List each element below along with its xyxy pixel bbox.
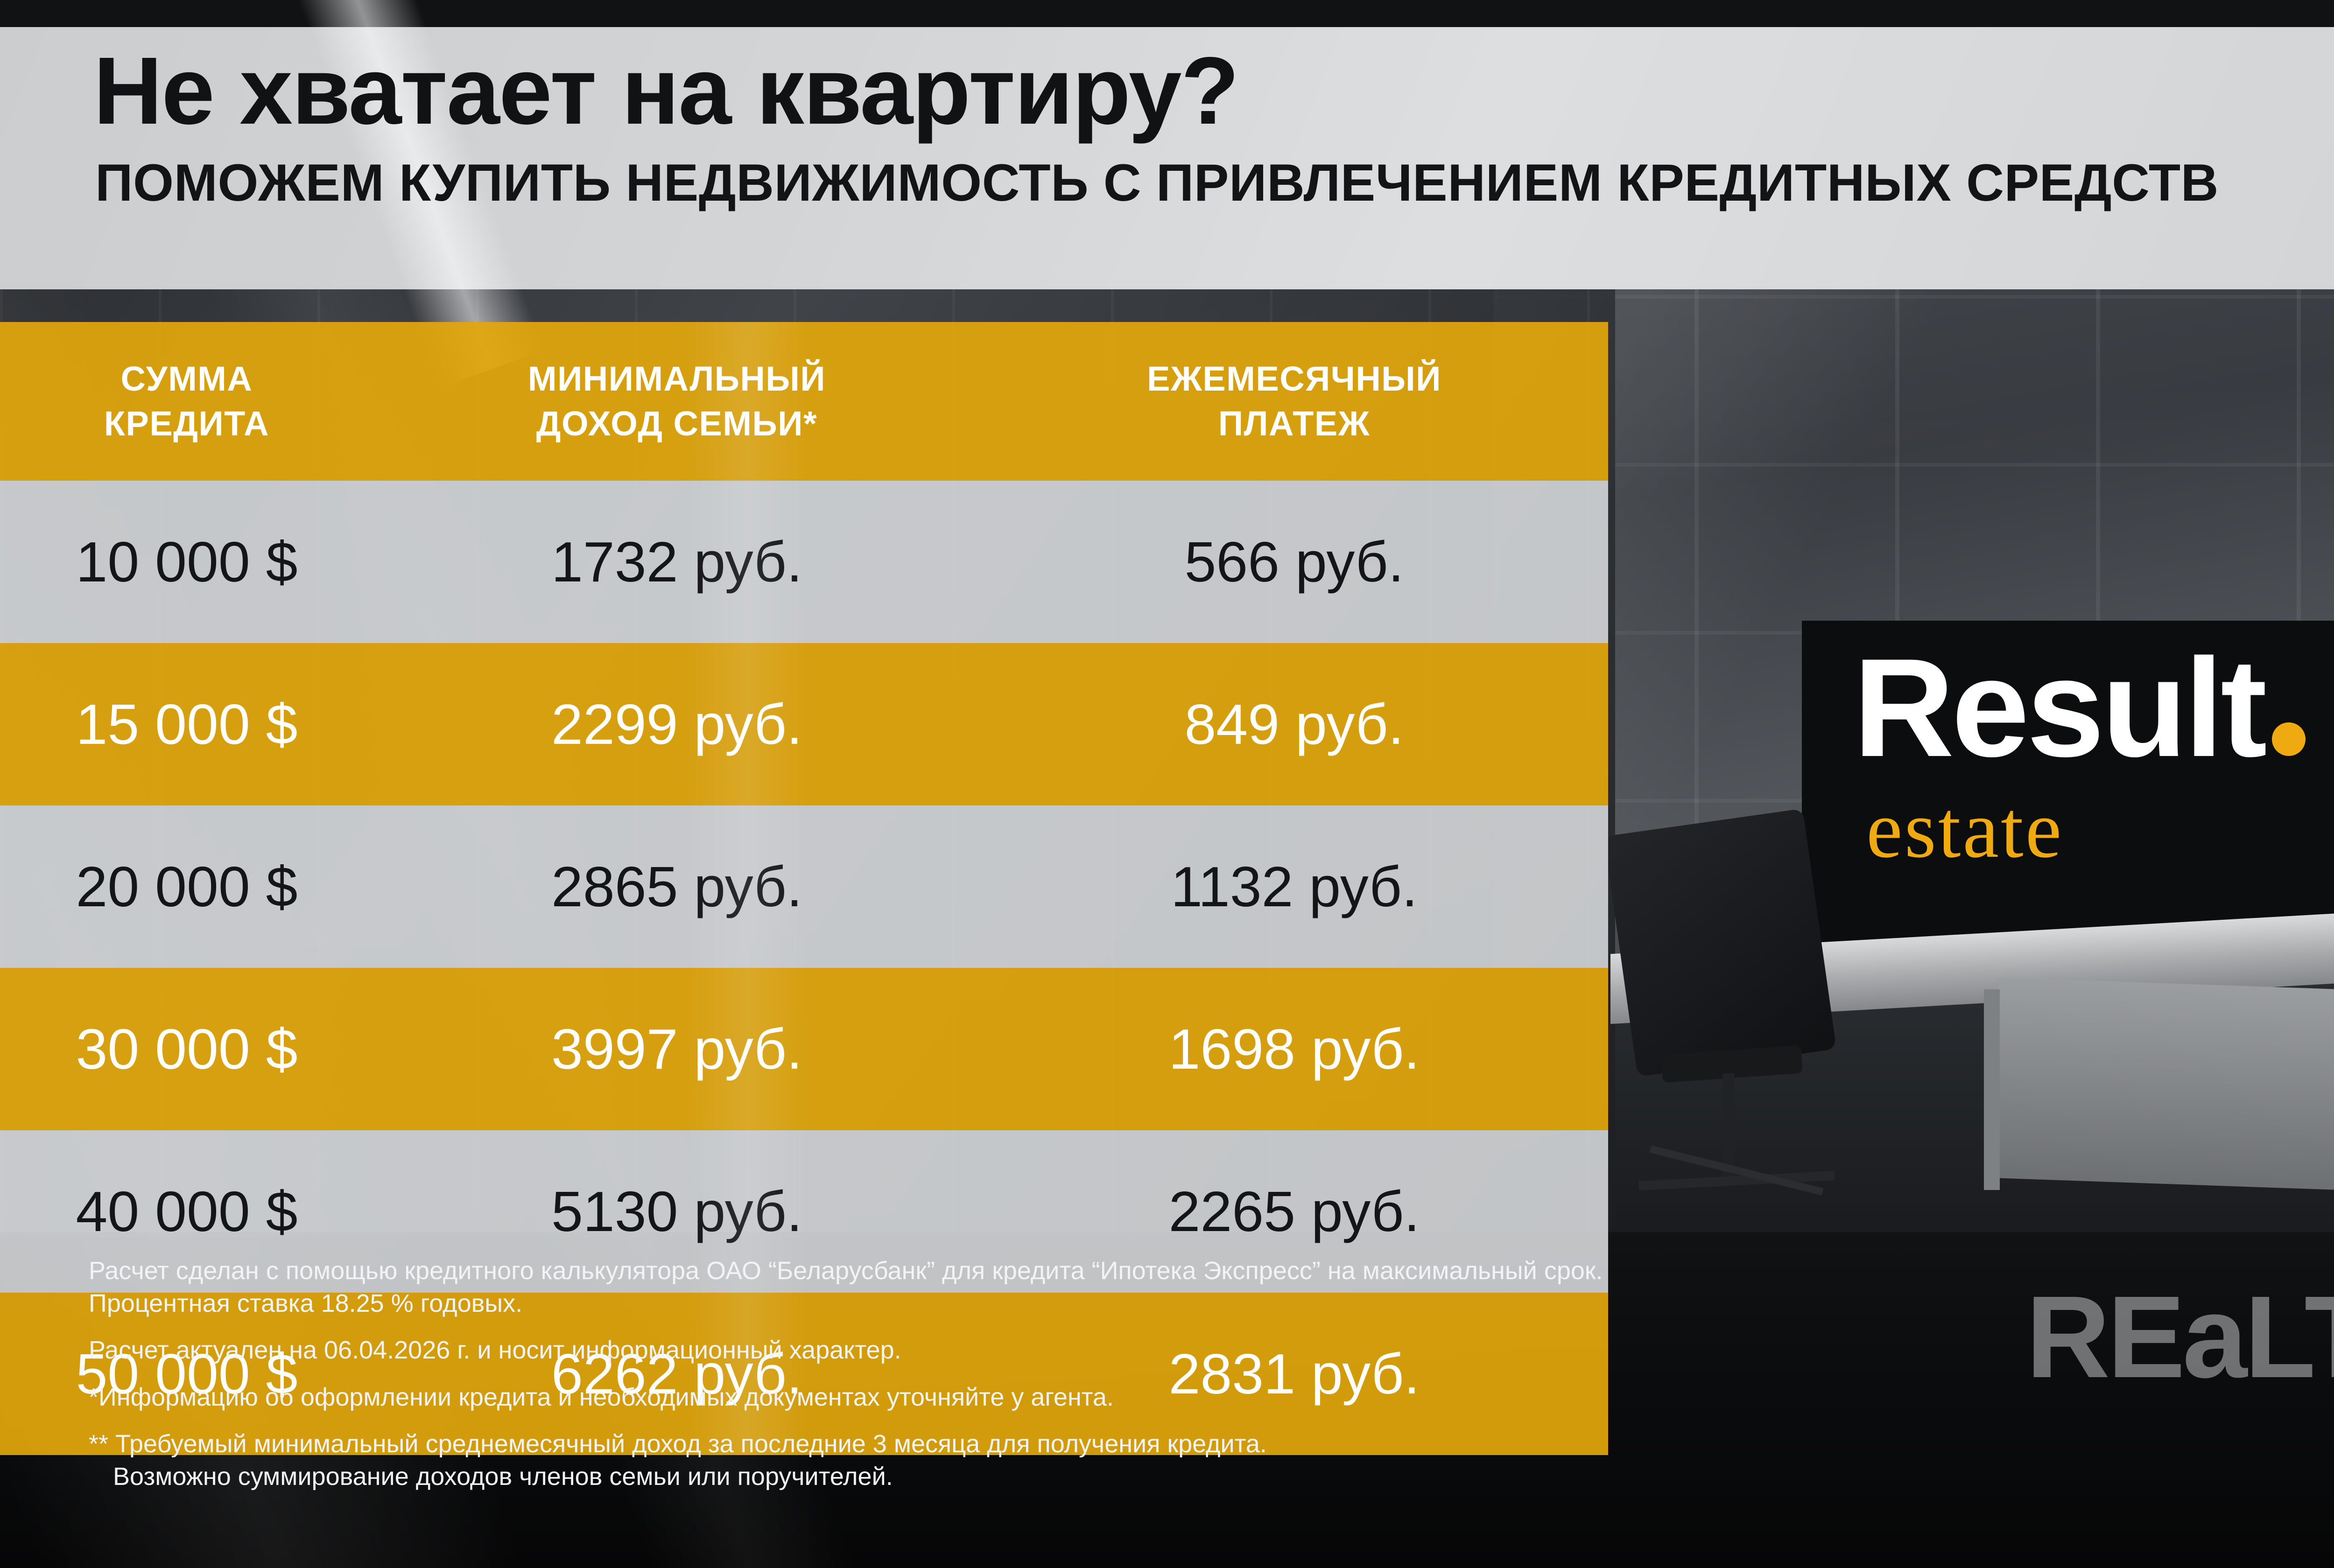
header-band: [0, 27, 2334, 289]
table-row: 30 000 $ 3997 руб. 1698 руб.: [0, 968, 1608, 1130]
cell-income: 2865 руб.: [551, 855, 802, 918]
cell-amount: 50 000 $: [76, 1342, 298, 1406]
cell-payment: 566 руб.: [1184, 530, 1404, 594]
column-header-payment: ЕЖЕМЕСЯЧНЫЙ ПЛАТЕЖ: [980, 357, 1608, 446]
cell-payment: 2265 руб.: [1168, 1180, 1420, 1243]
page-title: Не хватает на квартиру?: [93, 37, 1239, 144]
desk-leg: [1984, 989, 2000, 1190]
logo-wordmark: Result: [1853, 637, 2334, 777]
table-row: 50 000 $ 6262 руб. 2831 руб.: [0, 1293, 1608, 1455]
cell-income: 2299 руб.: [551, 693, 802, 756]
column-header-payment-line2: ПЛАТЕЖ: [1218, 404, 1371, 443]
cell-payment: 849 руб.: [1184, 693, 1404, 756]
footnote-line-1: Расчет сделан с помощью кредитного кальк…: [89, 1257, 1603, 1285]
column-header-amount-line1: СУММА: [120, 359, 253, 398]
logo-name-text: Result: [1853, 629, 2267, 786]
footnote-line-6: Возможно суммирование доходов членов сем…: [113, 1462, 893, 1491]
footnote-line-2: Процентная ставка 18.25 % годовых.: [89, 1289, 523, 1318]
column-header-income: МИНИМАЛЬНЫЙ ДОХОД СЕМЬИ*: [373, 357, 980, 446]
cell-amount: 20 000 $: [76, 855, 298, 918]
credit-table: СУММА КРЕДИТА МИНИМАЛЬНЫЙ ДОХОД СЕМЬИ* Е…: [0, 322, 1608, 1455]
cell-income: 5130 руб.: [551, 1180, 802, 1243]
realt-watermark: REaLT: [2026, 1272, 2334, 1402]
column-header-amount: СУММА КРЕДИТА: [0, 357, 373, 446]
column-header-income-line2: ДОХОД СЕМЬИ*: [536, 404, 818, 443]
cell-amount: 30 000 $: [76, 1017, 298, 1081]
table-row: 20 000 $ 2865 руб. 1132 руб.: [0, 805, 1608, 968]
footnote-line-5: ** Требуемый минимальный среднемесячный …: [89, 1429, 1267, 1458]
header-content: Не хватает на квартиру? ПОМОЖЕМ КУПИТЬ Н…: [93, 27, 2334, 289]
cell-payment: 1132 руб.: [1171, 855, 1418, 918]
table-row: 15 000 $ 2299 руб. 849 руб.: [0, 643, 1608, 805]
table-header-row: СУММА КРЕДИТА МИНИМАЛЬНЫЙ ДОХОД СЕМЬИ* Е…: [0, 322, 1608, 481]
logo-dot-icon: [2271, 722, 2306, 756]
cell-payment: 2831 руб.: [1168, 1342, 1420, 1406]
column-header-amount-line2: КРЕДИТА: [104, 404, 270, 443]
table-row: 10 000 $ 1732 руб. 566 руб.: [0, 481, 1608, 643]
cell-income: 1732 руб.: [551, 530, 802, 594]
monitor-screen: [1802, 621, 2334, 947]
cell-income: 3997 руб.: [551, 1017, 802, 1081]
cell-amount: 10 000 $: [76, 530, 298, 594]
column-header-income-line1: МИНИМАЛЬНЫЙ: [527, 359, 826, 398]
footnotes: Расчет сделан с помощью кредитного кальк…: [89, 1254, 2049, 1493]
footnote-line-3: Расчет актуален на 06.04.2026 г. и носит…: [89, 1336, 901, 1365]
page-subtitle: ПОМОЖЕМ КУПИТЬ НЕДВИЖИМОСТЬ С ПРИВЛЕЧЕНИ…: [95, 154, 2219, 212]
column-header-payment-line1: ЕЖЕМЕСЯЧНЫЙ: [1147, 359, 1441, 398]
cell-payment: 1698 руб.: [1168, 1017, 1420, 1081]
cell-amount: 15 000 $: [76, 693, 298, 756]
desk-side: [1998, 977, 2334, 1202]
cell-amount: 40 000 $: [76, 1180, 298, 1243]
logo-tagline: estate: [1866, 784, 2064, 875]
result-estate-logo: Result estate: [1853, 637, 2334, 870]
table-row: 40 000 $ 5130 руб. 2265 руб.: [0, 1130, 1608, 1293]
office-chair-back: [1603, 808, 1837, 1077]
footnote-line-4: *Информацию об оформлении кредита и необ…: [89, 1383, 1114, 1411]
